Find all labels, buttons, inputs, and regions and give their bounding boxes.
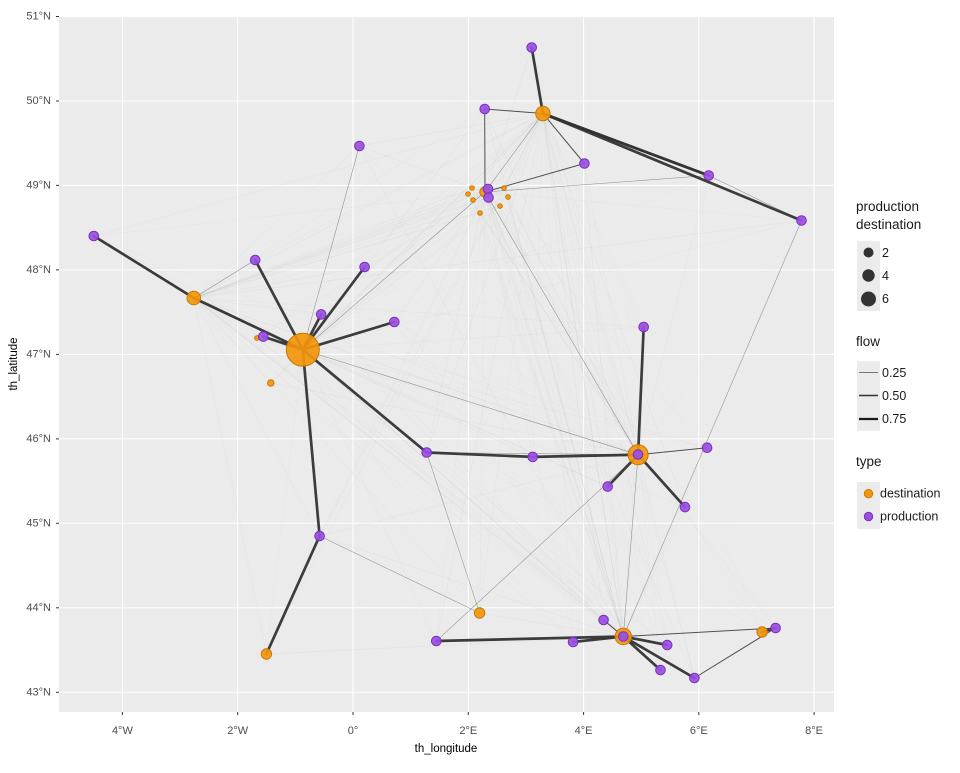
svg-text:47°N: 47°N: [26, 348, 51, 360]
svg-text:0.50: 0.50: [882, 389, 906, 403]
svg-text:45°N: 45°N: [26, 517, 51, 529]
svg-text:0.75: 0.75: [882, 412, 906, 426]
svg-text:4: 4: [882, 269, 889, 283]
svg-text:destination: destination: [880, 487, 941, 501]
svg-text:2°W: 2°W: [227, 725, 249, 737]
svg-text:2: 2: [882, 246, 889, 260]
svg-text:4°E: 4°E: [575, 725, 593, 737]
svg-text:0°: 0°: [348, 725, 359, 737]
svg-text:0.25: 0.25: [882, 366, 906, 380]
svg-text:production: production: [880, 510, 938, 524]
svg-text:8°E: 8°E: [805, 725, 823, 737]
svg-text:4°W: 4°W: [112, 725, 134, 737]
svg-text:6°E: 6°E: [690, 725, 708, 737]
svg-text:2°E: 2°E: [459, 725, 477, 737]
svg-text:50°N: 50°N: [26, 95, 51, 107]
svg-text:49°N: 49°N: [26, 179, 51, 191]
svg-text:51°N: 51°N: [26, 11, 51, 23]
svg-text:48°N: 48°N: [26, 264, 51, 276]
svg-text:44°N: 44°N: [26, 602, 51, 614]
svg-text:6: 6: [882, 292, 889, 306]
svg-text:46°N: 46°N: [26, 433, 51, 445]
svg-text:43°N: 43°N: [26, 686, 51, 698]
